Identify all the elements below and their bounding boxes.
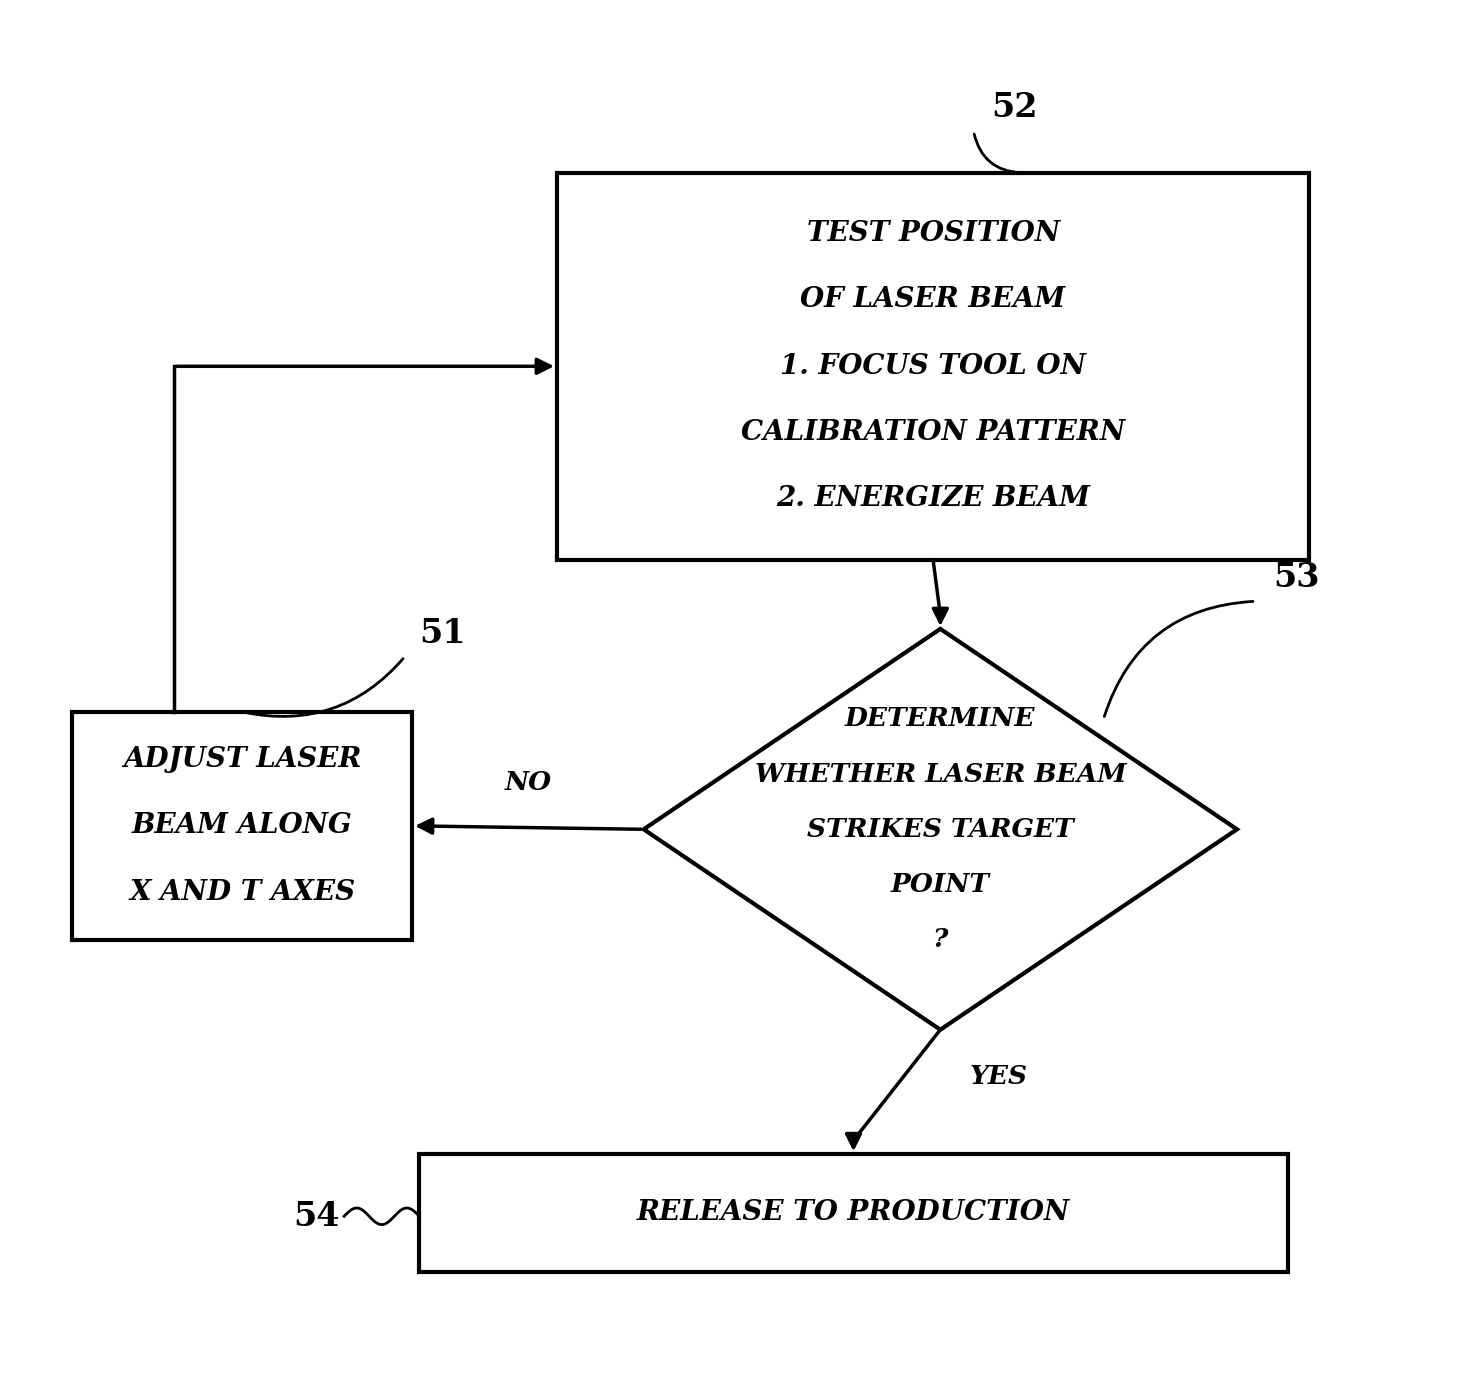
Text: CALIBRATION PATTERN: CALIBRATION PATTERN — [741, 419, 1125, 447]
Text: 2. ENERGIZE BEAM: 2. ENERGIZE BEAM — [776, 486, 1090, 512]
Text: 53: 53 — [1273, 561, 1319, 595]
Text: 54: 54 — [294, 1199, 340, 1233]
Text: BEAM ALONG: BEAM ALONG — [131, 812, 352, 839]
Text: ADJUST LASER: ADJUST LASER — [123, 745, 361, 773]
Text: WHETHER LASER BEAM: WHETHER LASER BEAM — [754, 761, 1126, 786]
FancyBboxPatch shape — [72, 712, 412, 940]
FancyBboxPatch shape — [419, 1154, 1287, 1272]
Text: NO: NO — [504, 769, 551, 794]
Text: DETERMINE: DETERMINE — [844, 706, 1036, 732]
FancyBboxPatch shape — [557, 173, 1309, 560]
Text: STRIKES TARGET: STRIKES TARGET — [806, 817, 1074, 842]
Text: ?: ? — [932, 927, 948, 952]
Text: POINT: POINT — [891, 872, 991, 898]
Text: 51: 51 — [419, 617, 466, 649]
Text: RELEASE TO PRODUCTION: RELEASE TO PRODUCTION — [637, 1199, 1069, 1226]
Text: 52: 52 — [991, 91, 1037, 124]
Text: OF LASER BEAM: OF LASER BEAM — [801, 286, 1065, 314]
Text: X AND T AXES: X AND T AXES — [129, 878, 355, 906]
Text: YES: YES — [969, 1064, 1027, 1089]
Polygon shape — [644, 628, 1237, 1030]
Text: 1. FOCUS TOOL ON: 1. FOCUS TOOL ON — [780, 353, 1086, 380]
Text: TEST POSITION: TEST POSITION — [806, 221, 1059, 247]
